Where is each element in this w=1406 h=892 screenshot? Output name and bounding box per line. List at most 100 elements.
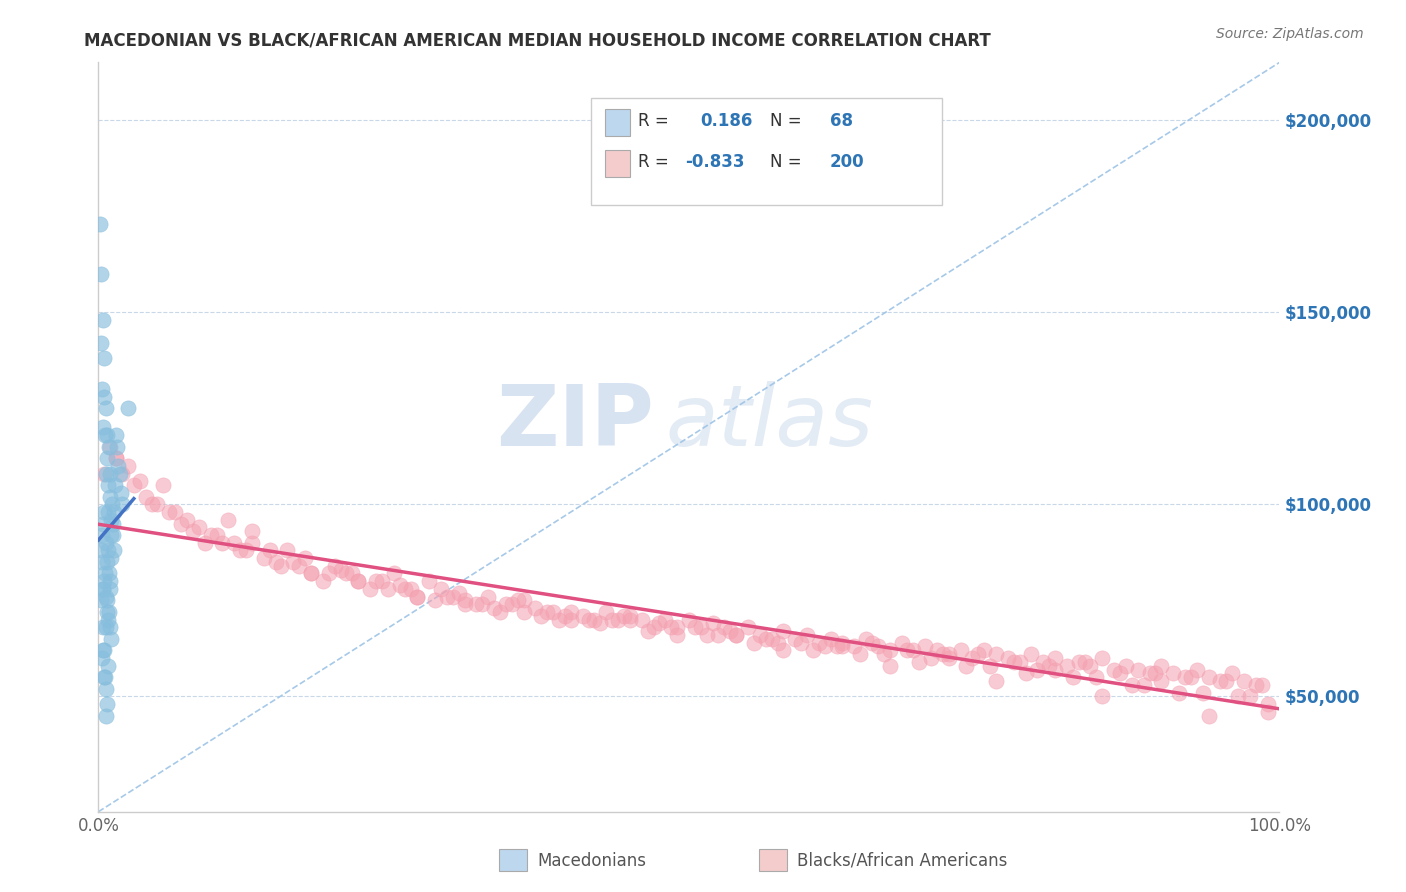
Point — [1091, 690, 1114, 704]
Point — [938, 651, 960, 665]
Point — [1043, 651, 1066, 665]
Text: N =: N = — [770, 112, 801, 130]
Point — [595, 605, 617, 619]
Point — [103, 543, 125, 558]
Point — [217, 513, 239, 527]
Point — [1038, 658, 1060, 673]
Point — [630, 613, 652, 627]
Point — [482, 601, 505, 615]
Point — [128, 475, 150, 489]
Point — [896, 643, 918, 657]
Point — [512, 605, 534, 619]
Point — [541, 605, 564, 619]
Point — [873, 647, 896, 661]
Text: Macedonians: Macedonians — [537, 852, 647, 870]
Point — [1073, 655, 1095, 669]
Point — [1056, 658, 1078, 673]
Point — [299, 566, 322, 581]
Point — [524, 601, 547, 615]
Point — [1002, 655, 1025, 669]
Point — [394, 582, 416, 596]
Point — [1257, 697, 1279, 711]
Point — [211, 535, 233, 549]
Point — [1239, 690, 1261, 704]
Point — [654, 613, 676, 627]
Point — [1180, 670, 1202, 684]
Point — [560, 613, 582, 627]
Point — [471, 597, 494, 611]
Point — [1174, 670, 1197, 684]
Point — [108, 467, 131, 481]
Point — [1191, 685, 1213, 699]
Point — [938, 647, 960, 661]
Point — [276, 543, 298, 558]
Point — [270, 558, 292, 573]
Point — [97, 658, 120, 673]
Point — [925, 643, 948, 657]
Point — [347, 574, 370, 589]
Point — [796, 628, 818, 642]
Point — [122, 478, 145, 492]
Point — [801, 643, 824, 657]
Point — [962, 651, 984, 665]
Point — [666, 628, 689, 642]
Point — [377, 582, 399, 596]
Point — [583, 613, 606, 627]
Point — [98, 440, 121, 454]
Point — [814, 640, 837, 654]
Point — [176, 513, 198, 527]
Point — [94, 708, 117, 723]
Point — [117, 401, 139, 416]
Point — [107, 458, 129, 473]
Point — [1021, 647, 1043, 661]
Point — [117, 458, 139, 473]
Point — [501, 597, 523, 611]
Point — [89, 217, 111, 231]
Point — [146, 497, 169, 511]
Point — [96, 555, 118, 569]
Point — [96, 428, 118, 442]
Point — [342, 566, 364, 581]
Point — [979, 658, 1001, 673]
Point — [973, 643, 995, 657]
Point — [477, 590, 499, 604]
Point — [224, 535, 246, 549]
Point — [194, 535, 217, 549]
Point — [441, 590, 464, 604]
Point — [1014, 666, 1036, 681]
Point — [637, 624, 659, 639]
Point — [98, 605, 121, 619]
Text: atlas: atlas — [665, 381, 873, 464]
Point — [619, 608, 641, 623]
Point — [253, 551, 276, 566]
Point — [1257, 705, 1279, 719]
Point — [932, 647, 955, 661]
Text: R =: R = — [638, 112, 669, 130]
Point — [849, 647, 872, 661]
Point — [91, 313, 114, 327]
Point — [578, 613, 600, 627]
Point — [401, 582, 423, 596]
Point — [1008, 655, 1031, 669]
Point — [666, 620, 689, 634]
Point — [696, 628, 718, 642]
Point — [1067, 655, 1090, 669]
Point — [737, 620, 759, 634]
Point — [1209, 674, 1232, 689]
Text: R =: R = — [638, 153, 669, 171]
Point — [1220, 666, 1243, 681]
Point — [920, 651, 942, 665]
Point — [105, 428, 128, 442]
Point — [1250, 678, 1272, 692]
Point — [240, 524, 263, 539]
Point — [725, 628, 748, 642]
Point — [91, 643, 114, 657]
Point — [96, 593, 118, 607]
Point — [1150, 658, 1173, 673]
Point — [200, 528, 222, 542]
Point — [98, 582, 121, 596]
Point — [382, 566, 405, 581]
Point — [1080, 658, 1102, 673]
Point — [984, 674, 1007, 689]
Point — [967, 647, 990, 661]
